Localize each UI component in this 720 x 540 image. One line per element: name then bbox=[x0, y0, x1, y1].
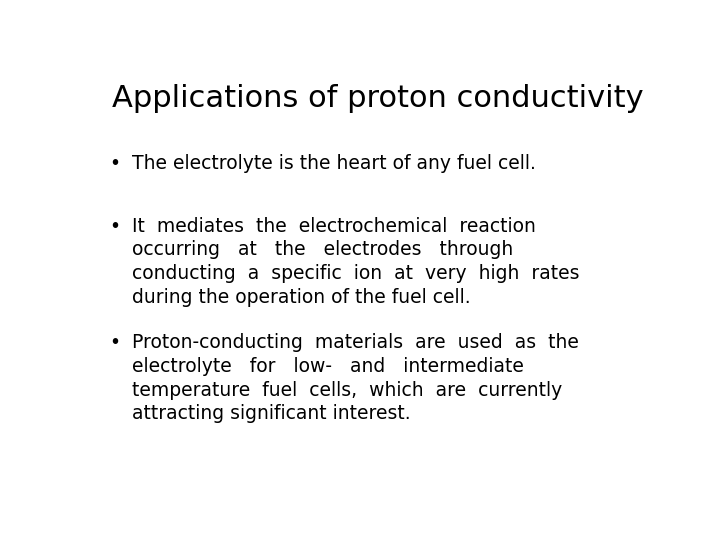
Text: •: • bbox=[109, 217, 121, 235]
Text: It  mediates  the  electrochemical  reaction
occurring   at   the   electrodes  : It mediates the electrochemical reaction… bbox=[132, 217, 580, 307]
Text: •: • bbox=[109, 154, 121, 173]
Text: Proton-conducting  materials  are  used  as  the
electrolyte   for   low-   and : Proton-conducting materials are used as … bbox=[132, 333, 579, 423]
Text: The electrolyte is the heart of any fuel cell.: The electrolyte is the heart of any fuel… bbox=[132, 154, 536, 173]
Text: Applications of proton conductivity: Applications of proton conductivity bbox=[112, 84, 644, 112]
Text: •: • bbox=[109, 333, 121, 352]
